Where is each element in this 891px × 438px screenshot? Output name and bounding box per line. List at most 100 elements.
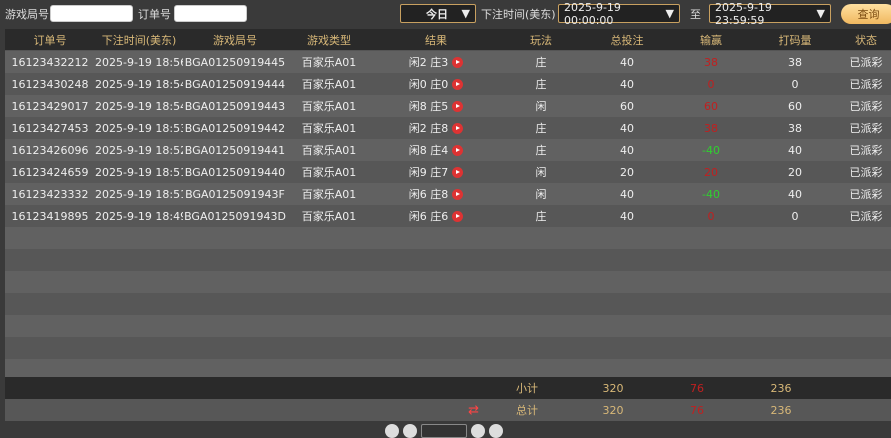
cell: 16123426096 bbox=[5, 144, 95, 157]
cell: 38 bbox=[673, 122, 749, 135]
total-turnover: 236 bbox=[770, 403, 792, 417]
cell-value: 16123424659 bbox=[11, 165, 89, 179]
pagination bbox=[385, 424, 503, 438]
cell: 2025-9-19 18:51 bbox=[95, 188, 183, 201]
cell-value: 16123429017 bbox=[11, 99, 89, 113]
cell-value: 百家乐A01 bbox=[301, 122, 357, 135]
table-row: 16123429017 2025-9-19 18:54 BGA01250919443… bbox=[5, 95, 891, 117]
column-header: 结果 bbox=[425, 33, 447, 47]
cell-value: 60 bbox=[620, 99, 634, 113]
first-page-button[interactable] bbox=[385, 424, 399, 438]
column-header: 游戏类型 bbox=[307, 33, 351, 47]
end-time-select[interactable]: 2025-9-19 23:59:59 ▼ bbox=[709, 1, 831, 27]
cell-value: 0 bbox=[707, 209, 715, 223]
cell-value: 2025-9-19 18:56 bbox=[95, 55, 183, 69]
cell: 40 bbox=[581, 56, 673, 69]
cell: 庄 bbox=[501, 142, 581, 158]
cell-value: BGA01250919440 bbox=[184, 165, 286, 179]
cell-value: 已派彩 bbox=[849, 188, 883, 201]
table-row: 16123419895 2025-9-19 18:49 BGA0125091943D… bbox=[5, 205, 891, 227]
cell: 40 bbox=[749, 144, 841, 157]
cell-value: 20 bbox=[788, 165, 802, 179]
cell-value: 百家乐A01 bbox=[301, 166, 357, 179]
chevron-down-icon: ▼ bbox=[665, 7, 674, 20]
cell: 庄 bbox=[501, 76, 581, 92]
cell-value: 闲6 庄6 bbox=[408, 210, 449, 223]
cell-value: 闲6 庄8 bbox=[408, 188, 449, 201]
cell: 百家乐A01 bbox=[287, 164, 371, 180]
play-replay-icon[interactable] bbox=[452, 145, 464, 156]
bet-table: 订单号 下注时间(美东) 游戏局号 游戏类型 结果 玩法 总投注 输赢 打码量 状态 161234… bbox=[5, 29, 891, 381]
cell-value: 百家乐A01 bbox=[301, 188, 357, 201]
cell: 40 bbox=[581, 78, 673, 91]
cell: 40 bbox=[581, 188, 673, 201]
cell: 百家乐A01 bbox=[287, 76, 371, 92]
start-time-select[interactable]: 2025-9-19 00:00:00 ▼ bbox=[558, 1, 680, 27]
column-header: 总投注 bbox=[610, 33, 644, 47]
cell: 2025-9-19 18:52 bbox=[95, 144, 183, 157]
last-page-button[interactable] bbox=[489, 424, 503, 438]
cell-value: 0 bbox=[791, 77, 799, 91]
play-replay-icon[interactable] bbox=[452, 189, 464, 200]
play-replay-icon[interactable] bbox=[452, 211, 464, 222]
cell: 百家乐A01 bbox=[287, 98, 371, 114]
to-label: 至 bbox=[690, 7, 701, 21]
cell: 百家乐A01 bbox=[287, 208, 371, 224]
cell-value: BGA01250919442 bbox=[184, 121, 286, 135]
cell: 闲2 庄8 bbox=[371, 120, 501, 136]
cell: 40 bbox=[749, 188, 841, 201]
cell: BGA01250919443 bbox=[183, 100, 287, 113]
page-input[interactable] bbox=[421, 424, 467, 438]
cell-value: 16123430248 bbox=[11, 77, 89, 91]
cell: 40 bbox=[581, 122, 673, 135]
cell-value: 16123426096 bbox=[11, 143, 89, 157]
cell-value: 闲2 庄8 bbox=[408, 122, 449, 135]
cell-value: 2025-9-19 18:54 bbox=[95, 77, 183, 91]
subtotal-label: 小计 bbox=[516, 382, 538, 395]
cell-value: 2025-9-19 18:52 bbox=[95, 143, 183, 157]
cell-value: 庄 bbox=[535, 78, 547, 91]
cell: 2025-9-19 18:53 bbox=[95, 122, 183, 135]
cell-value: BGA01250919444 bbox=[184, 77, 286, 91]
cell: 已派彩 bbox=[841, 164, 891, 180]
play-replay-icon[interactable] bbox=[452, 167, 464, 178]
cell: 0 bbox=[749, 210, 841, 223]
table-row: 16123430248 2025-9-19 18:54 BGA01250919444… bbox=[5, 73, 891, 95]
play-replay-icon[interactable] bbox=[452, 123, 464, 134]
empty-row bbox=[5, 249, 891, 271]
cell: 闲6 庄6 bbox=[371, 208, 501, 224]
cell: 60 bbox=[749, 100, 841, 113]
cell-value: 已派彩 bbox=[849, 210, 883, 223]
order-input[interactable] bbox=[174, 5, 247, 22]
cell-value: 40 bbox=[620, 187, 634, 201]
play-replay-icon[interactable] bbox=[452, 101, 464, 112]
period-select[interactable]: 今日 ▼ bbox=[400, 4, 476, 23]
query-button[interactable]: 查询 bbox=[841, 4, 891, 24]
table-header: 订单号 下注时间(美东) 游戏局号 游戏类型 结果 玩法 总投注 输赢 打码量 状态 bbox=[5, 29, 891, 51]
cell-value: 闲 bbox=[535, 100, 547, 113]
cell: 已派彩 bbox=[841, 98, 891, 114]
next-page-button[interactable] bbox=[471, 424, 485, 438]
cell: 2025-9-19 18:56 bbox=[95, 56, 183, 69]
empty-row bbox=[5, 293, 891, 315]
cell-value: 百家乐A01 bbox=[301, 210, 357, 223]
cell: 38 bbox=[673, 56, 749, 69]
play-replay-icon[interactable] bbox=[452, 79, 464, 90]
cell: 20 bbox=[749, 166, 841, 179]
play-replay-icon[interactable] bbox=[452, 57, 464, 68]
cell: 已派彩 bbox=[841, 54, 891, 70]
cell-value: 闲 bbox=[535, 188, 547, 201]
total-bet: 320 bbox=[602, 403, 624, 417]
cell-value: 2025-9-19 18:54 bbox=[95, 99, 183, 113]
prev-page-button[interactable] bbox=[403, 424, 417, 438]
cell: 38 bbox=[749, 56, 841, 69]
cell: 16123429017 bbox=[5, 100, 95, 113]
cell: 20 bbox=[581, 166, 673, 179]
column-header: 打码量 bbox=[778, 33, 812, 47]
cell-value: 0 bbox=[791, 209, 799, 223]
cell: 已派彩 bbox=[841, 76, 891, 92]
cell-value: 百家乐A01 bbox=[301, 78, 357, 91]
cell: 已派彩 bbox=[841, 120, 891, 136]
game-round-input[interactable] bbox=[50, 5, 133, 22]
refresh-icon[interactable]: ⇄ bbox=[468, 402, 479, 418]
